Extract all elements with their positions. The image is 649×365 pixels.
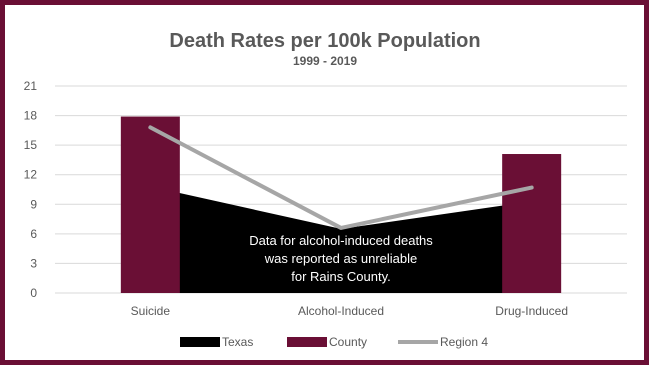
chart-subtitle: 1999 - 2019	[293, 54, 357, 68]
legend-label: Region 4	[440, 335, 488, 349]
y-tick-label: 6	[30, 227, 37, 241]
legend-swatch	[180, 337, 220, 347]
y-tick-label: 9	[30, 197, 37, 211]
x-axis-ticks: Suicide Alcohol-Induced Drug-Induced	[131, 304, 568, 318]
death-rates-chart: Death Rates per 100k Population 1999 - 2…	[24, 30, 627, 349]
y-tick-label: 12	[24, 168, 38, 182]
county-bar	[120, 116, 180, 293]
legend-label: Texas	[222, 335, 253, 349]
annotation-line: Data for alcohol-induced deaths	[249, 233, 433, 248]
y-tick-label: 21	[24, 79, 38, 93]
y-tick-label: 18	[24, 109, 38, 123]
legend: Texas County Region 4	[180, 335, 488, 349]
annotation-line: was reported as unreliable	[264, 251, 417, 266]
texas-area-shape	[150, 186, 532, 293]
legend-label: County	[329, 335, 367, 349]
y-tick-label: 15	[24, 138, 38, 152]
region4-line	[148, 125, 534, 230]
y-tick-label: 0	[30, 286, 37, 300]
county-bar	[502, 154, 562, 293]
x-tick-label: Drug-Induced	[495, 304, 568, 318]
chart-title: Death Rates per 100k Population	[169, 30, 480, 52]
county-bars	[120, 116, 562, 293]
x-tick-label: Suicide	[131, 304, 171, 318]
x-tick-label: Alcohol-Induced	[298, 304, 384, 318]
y-axis-ticks: 0 3 6 9 12 15 18 21	[24, 79, 38, 300]
y-tick-label: 3	[30, 256, 37, 270]
legend-swatch	[287, 337, 327, 347]
annotation-note: Data for alcohol-induced deaths was repor…	[249, 233, 433, 284]
annotation-line: for Rains County.	[291, 269, 390, 284]
